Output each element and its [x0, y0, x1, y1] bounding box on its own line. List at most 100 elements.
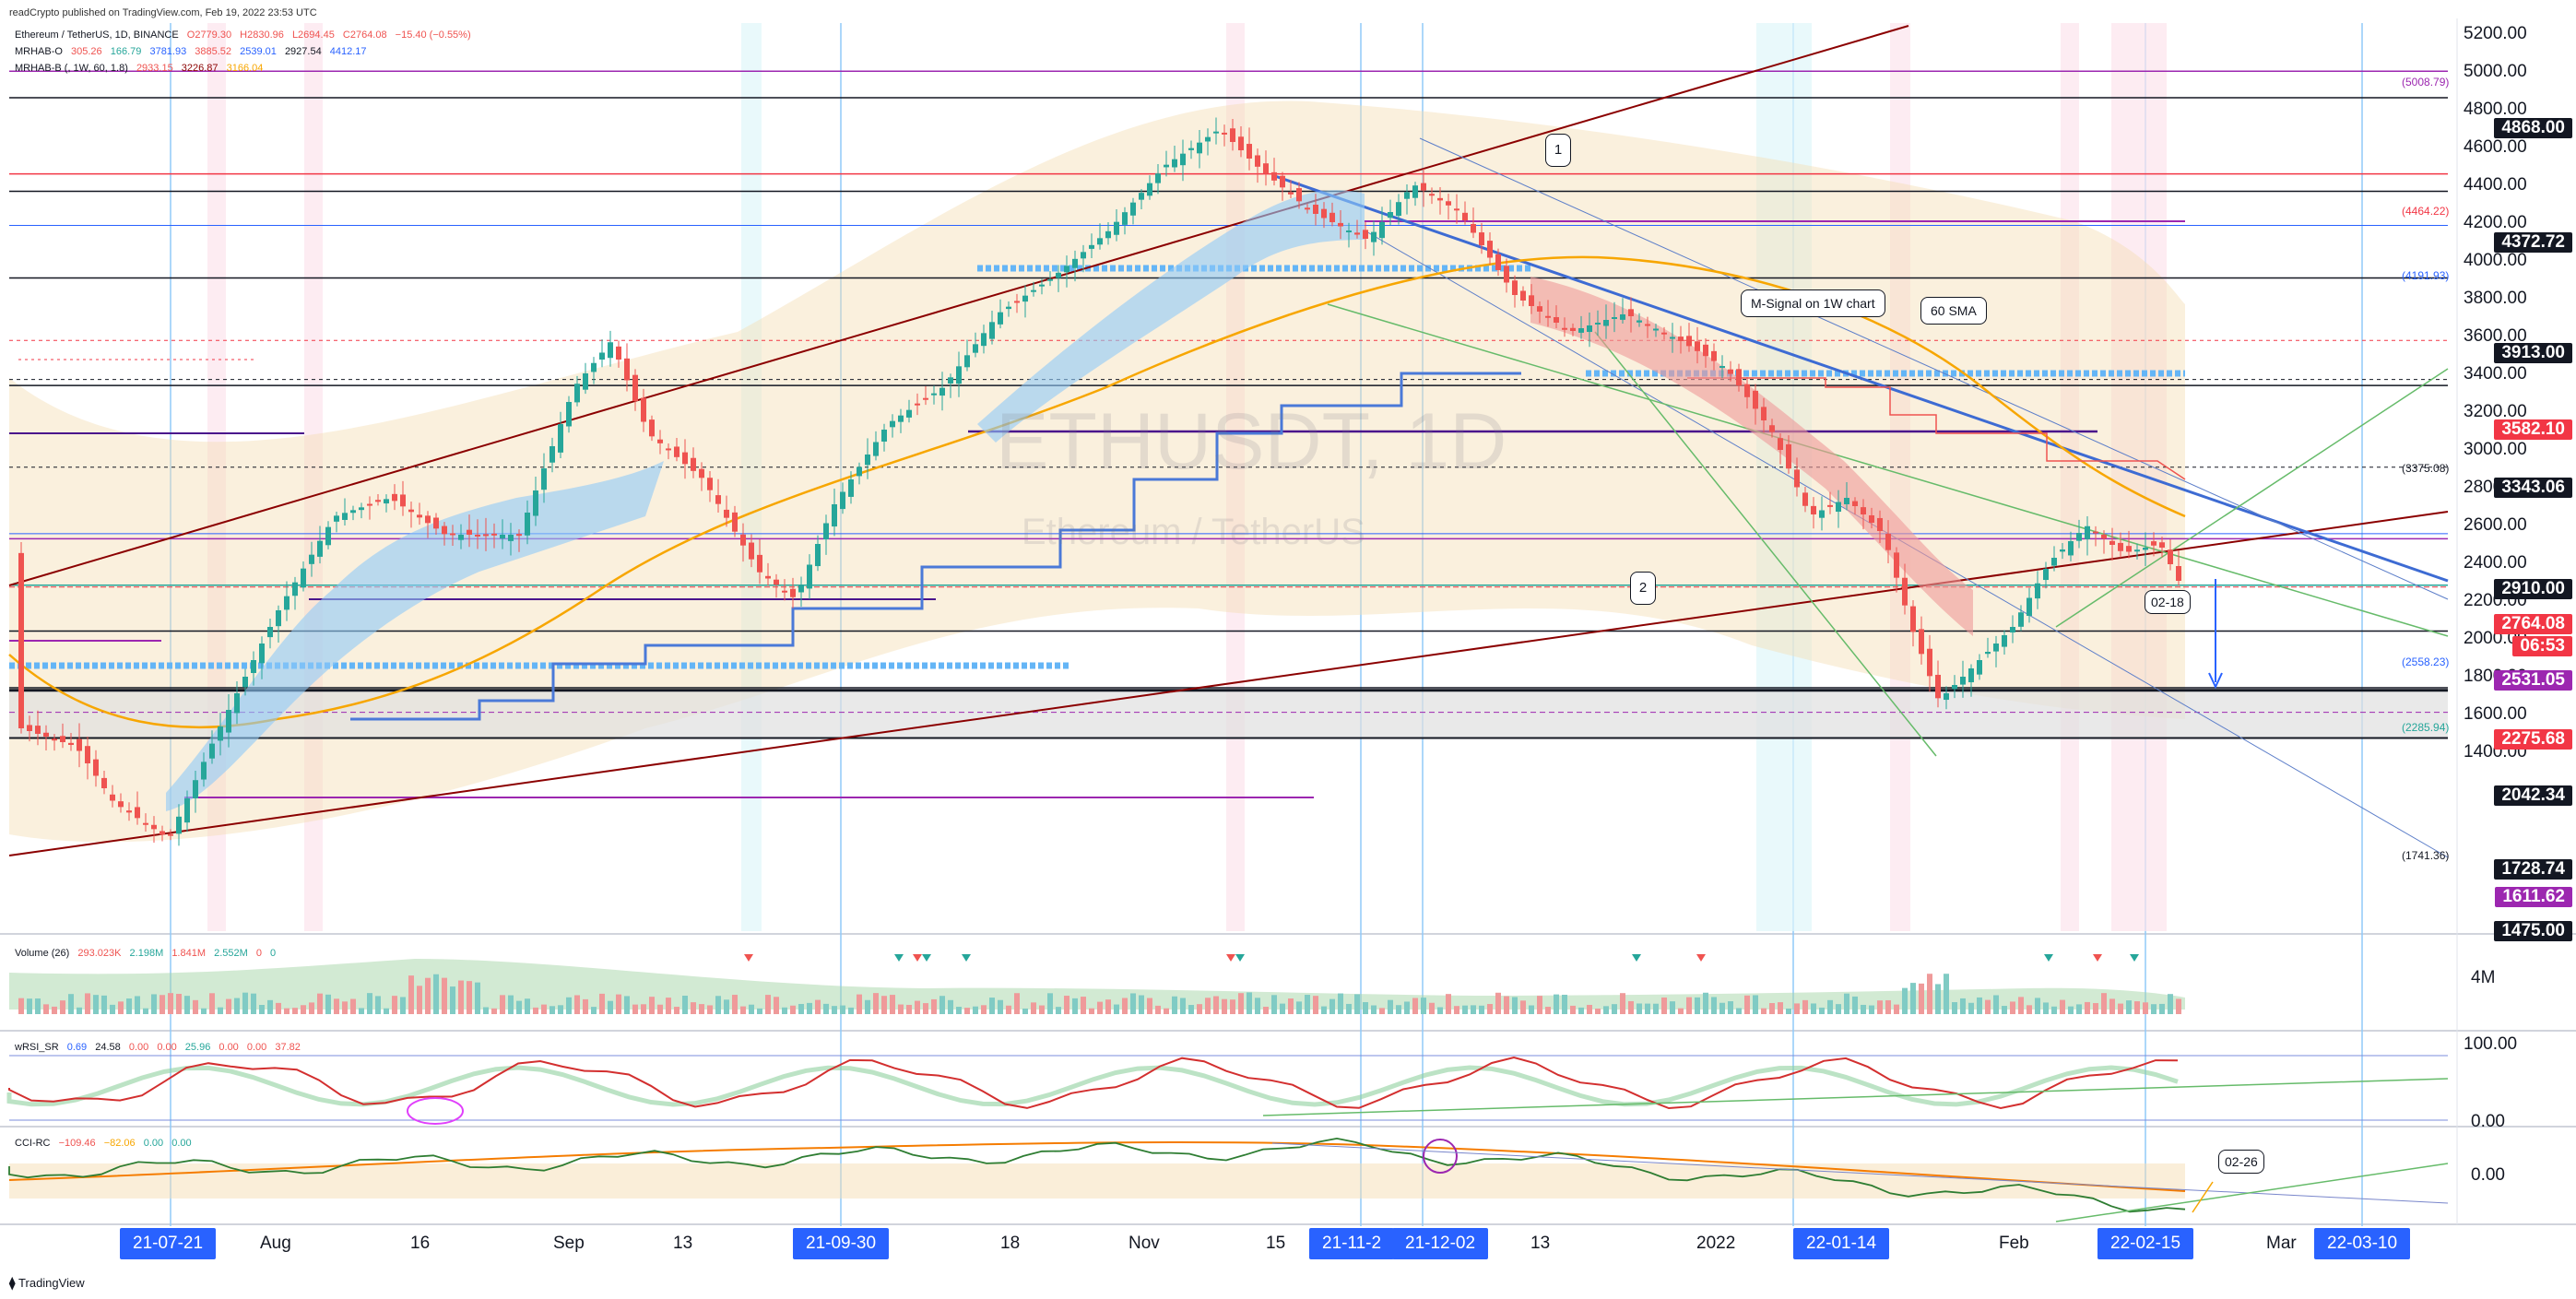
candle-body [1354, 232, 1360, 235]
time-marker-pill[interactable]: 22-01-14 [1793, 1228, 1890, 1259]
trend-line-lower [8, 511, 2449, 856]
time-marker-pill[interactable]: 22-02-15 [2097, 1228, 2194, 1259]
candle-body [616, 346, 621, 360]
volume-bar [1653, 1003, 1659, 1014]
volume-title: Volume (26) [15, 948, 70, 959]
candle-body [1869, 514, 1874, 523]
candle-body [1487, 241, 1493, 258]
time-marker-pill[interactable]: 21-11-2 [1309, 1228, 1395, 1259]
candle-body [1603, 320, 1609, 326]
volume-bar [1595, 1008, 1601, 1014]
candle-body [1188, 148, 1194, 150]
volume-bar [1603, 1006, 1609, 1014]
indicator-value: 2539.01 [240, 46, 277, 57]
msignal-note[interactable]: M-Signal on 1W chart [1741, 289, 1885, 317]
candle-body [807, 564, 812, 589]
red-step-line [1687, 377, 2186, 480]
volume-bar [1006, 1005, 1011, 1014]
time-marker-pill[interactable]: 21-07-21 [120, 1228, 217, 1259]
candle-body [2176, 566, 2181, 581]
candle-body [309, 554, 314, 564]
volume-bar [1197, 1004, 1202, 1014]
candle-body [1703, 344, 1708, 357]
time-tick: Nov [1128, 1234, 1160, 1253]
volume-legend[interactable]: Volume (26) 293.023K 2.198M 1.841M 2.552… [15, 948, 281, 959]
legend-mrhab-b[interactable]: MRHAB-B (, 1W, 60, 1.8) 2933.15 3226.87 … [15, 63, 268, 74]
volume-bar [1927, 974, 1932, 1014]
candle-body [699, 468, 704, 478]
level-tag: (2285.94) [2402, 721, 2450, 734]
candle-body [1429, 194, 1435, 196]
candle-body [2168, 549, 2173, 564]
volume-bar [964, 1008, 970, 1014]
candle-body [1329, 212, 1335, 222]
cci-highlight-circle [1423, 1139, 1458, 1174]
volume-bar [1861, 1004, 1866, 1014]
candle-body [1296, 188, 1302, 202]
volume-bar [1205, 998, 1211, 1014]
volume-bar [1769, 1003, 1775, 1014]
volume-bar [342, 1001, 348, 1014]
volume-signal-marker [744, 954, 753, 962]
volume-bar [1064, 996, 1069, 1014]
candle-body [85, 746, 90, 763]
volume-bar [2068, 1006, 2074, 1014]
volume-bar [1637, 1003, 1642, 1014]
candle-body [184, 798, 190, 823]
volume-bar [417, 986, 422, 1014]
volume-bar [591, 1007, 597, 1014]
cci-legend[interactable]: CCI-RC −109.46 −82.06 0.00 0.00 [15, 1138, 197, 1149]
tradingview-logo[interactable]: ⧫ TradingView [9, 1276, 85, 1291]
level-tag: (5008.79) [2402, 76, 2450, 89]
volume-bar [939, 996, 945, 1014]
wave-label-1[interactable]: 1 [1545, 134, 1571, 167]
legend-mrhab-o[interactable]: MRHAB-O 305.26 166.79 3781.93 3885.52 25… [15, 46, 372, 57]
time-marker-pill[interactable]: 21-12-02 [1392, 1228, 1489, 1259]
candle-body [1885, 533, 1891, 550]
volume-bar [1529, 1005, 1534, 1014]
candle-body [1081, 252, 1086, 259]
indicator-value: 3885.52 [195, 46, 232, 57]
volume-value: 0 [270, 948, 277, 959]
volume-bar [1919, 983, 1924, 1014]
candle-body [1014, 301, 1020, 303]
sma-note[interactable]: 60 SMA [1920, 297, 1987, 325]
indicator-value: 3781.93 [149, 46, 187, 57]
candle-body [2109, 540, 2115, 545]
volume-bar [2134, 1001, 2140, 1014]
candle-body [682, 452, 688, 465]
volume-signal-marker [962, 954, 971, 962]
cci-title: CCI-RC [15, 1138, 51, 1149]
volume-bar [1305, 995, 1310, 1014]
candle-body [483, 534, 489, 537]
volume-bar [732, 995, 738, 1014]
wave-label-2[interactable]: 2 [1630, 572, 1656, 605]
time-marker-pill[interactable]: 22-03-10 [2314, 1228, 2411, 1259]
volume-bar [218, 1007, 223, 1014]
candle-body [1288, 192, 1294, 195]
time-marker-pill[interactable]: 21-09-30 [793, 1228, 890, 1259]
candle-body [558, 424, 563, 453]
volume-bar [259, 1005, 265, 1014]
volume-bar [1894, 1004, 1899, 1014]
volume-bar [798, 1003, 804, 1014]
volume-bar [823, 1003, 829, 1014]
volume-bar [608, 1000, 613, 1014]
volume-bar [657, 1004, 663, 1014]
volume-bar [2159, 1003, 2165, 1014]
date-mark-0218[interactable]: 02-18 [2145, 590, 2191, 614]
rsi-value: 0.00 [128, 1042, 149, 1053]
volume-bar [724, 999, 729, 1014]
footer-text: TradingView [18, 1276, 85, 1290]
candle-body [508, 535, 514, 541]
date-mark-0226[interactable]: 02-26 [2218, 1150, 2264, 1174]
candle-body [1620, 314, 1625, 320]
volume-ma-area [9, 959, 2185, 1010]
legend-main[interactable]: Ethereum / TetherUS, 1D, BINANCE O2779.3… [15, 30, 477, 41]
candle-body [1512, 280, 1518, 295]
candle-body [375, 500, 381, 502]
candle-body [782, 590, 787, 593]
candle-body [143, 822, 148, 825]
rsi-legend[interactable]: wRSI_SR 0.69 24.58 0.00 0.00 25.96 0.00 … [15, 1042, 306, 1053]
